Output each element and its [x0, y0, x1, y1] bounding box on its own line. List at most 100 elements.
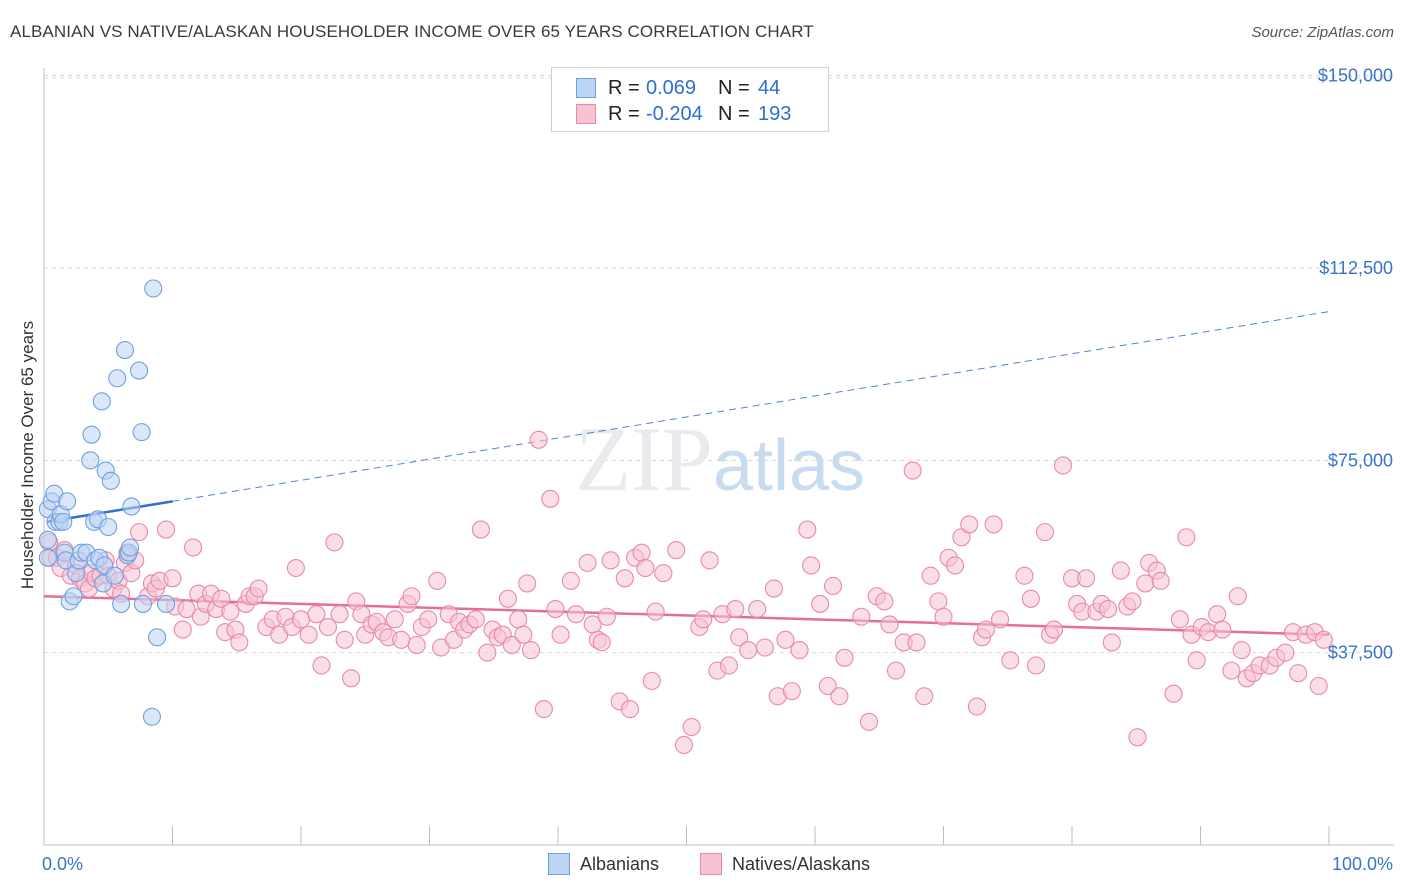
point-native	[1044, 620, 1064, 639]
point-native	[880, 615, 899, 634]
point-native	[764, 579, 783, 598]
point-native	[509, 610, 528, 629]
point-native	[402, 587, 421, 606]
point-native	[541, 489, 560, 508]
point-native	[1128, 728, 1147, 747]
point-native	[518, 574, 537, 593]
point-albanian	[81, 451, 100, 470]
legend-r-label: R =	[608, 102, 640, 125]
watermark-atlas: atlas	[713, 426, 865, 506]
point-native	[790, 641, 809, 660]
point-albanian	[144, 279, 163, 298]
point-native	[498, 589, 517, 608]
point-albanian	[108, 369, 127, 388]
point-native	[173, 620, 192, 639]
point-native	[1164, 684, 1183, 703]
legend-swatch-albanians	[576, 78, 596, 98]
point-albanian	[157, 594, 176, 613]
point-native	[875, 592, 894, 611]
point-native	[1276, 643, 1295, 662]
legend-r-value: -0.204	[646, 102, 703, 125]
point-native	[886, 661, 906, 680]
point-native	[1098, 600, 1118, 619]
point-native	[385, 610, 404, 629]
point-native	[632, 543, 651, 562]
point-native	[471, 520, 490, 539]
legend-n-label: N =	[718, 76, 750, 99]
point-native	[286, 558, 305, 578]
point-native	[592, 633, 611, 652]
point-albanian	[112, 594, 131, 613]
point-native	[682, 717, 701, 737]
point-native	[903, 461, 922, 480]
trend-albanians-extrapolated	[172, 311, 1330, 502]
point-native	[667, 541, 686, 560]
point-albanian	[38, 548, 57, 567]
series-name-albanians: Albanians	[580, 853, 660, 874]
series-legend-natives: Natives/Alaskans	[700, 852, 870, 876]
point-albanian	[142, 707, 161, 726]
point-native	[177, 600, 196, 619]
point-native	[674, 735, 693, 755]
point-native	[551, 625, 570, 644]
series-name-natives: Natives/Alaskans	[732, 853, 871, 874]
point-native	[566, 605, 586, 624]
point-native	[984, 515, 1003, 534]
watermark-zip: ZIP	[575, 408, 713, 510]
legend-n-value: 44	[758, 76, 781, 99]
point-native	[312, 656, 331, 675]
legend-n-label: N =	[718, 102, 750, 125]
point-native	[798, 520, 817, 539]
point-native	[212, 589, 231, 608]
point-native	[561, 571, 580, 590]
point-albanian	[38, 530, 57, 549]
y-tick-label: $37,500	[1328, 643, 1393, 663]
point-native	[811, 594, 830, 613]
point-native	[392, 630, 411, 649]
point-native	[157, 520, 176, 539]
point-native	[1289, 664, 1308, 683]
point-native	[934, 607, 953, 626]
point-native	[960, 515, 979, 534]
point-native	[730, 628, 749, 647]
point-native	[1021, 589, 1040, 608]
point-albanian	[130, 361, 149, 380]
point-native	[915, 687, 934, 706]
point-native	[249, 579, 268, 598]
point-native	[478, 643, 497, 662]
y-tick-labels: $37,500 $75,000 $112,500 $150,000	[1318, 66, 1393, 663]
point-native	[1053, 456, 1073, 475]
point-albanian	[64, 587, 83, 606]
point-native	[654, 564, 673, 583]
point-native	[601, 551, 620, 570]
point-native	[921, 566, 940, 585]
point-native	[184, 538, 203, 557]
point-albanian	[148, 628, 167, 647]
point-native	[428, 571, 447, 590]
point-native	[578, 553, 597, 572]
point-native	[700, 551, 719, 570]
point-native	[466, 610, 485, 629]
point-native	[1309, 676, 1328, 696]
point-native	[967, 697, 986, 716]
point-albanian	[122, 497, 141, 516]
point-native	[946, 556, 965, 575]
point-native	[1213, 620, 1232, 639]
correlation-legend: R = 0.069 N = 44 R = -0.204 N = 193	[551, 67, 829, 132]
chart-title: ALBANIAN VS NATIVE/ALASKAN HOUSEHOLDER I…	[10, 22, 814, 41]
point-native	[230, 633, 249, 652]
y-tick-label: $150,000	[1318, 66, 1393, 86]
point-native	[1314, 630, 1333, 649]
point-native	[739, 641, 758, 660]
point-native	[852, 607, 871, 626]
point-native	[534, 700, 553, 719]
point-albanian	[58, 492, 77, 511]
series-swatch-albanians	[548, 853, 570, 875]
point-native	[330, 605, 349, 624]
legend-row-albanians: R = 0.069 N = 44	[576, 76, 780, 100]
point-albanian	[101, 471, 120, 490]
data-points	[38, 279, 1333, 755]
point-native	[823, 576, 843, 596]
y-tick-label: $112,500	[1319, 258, 1393, 278]
point-native	[597, 607, 616, 626]
